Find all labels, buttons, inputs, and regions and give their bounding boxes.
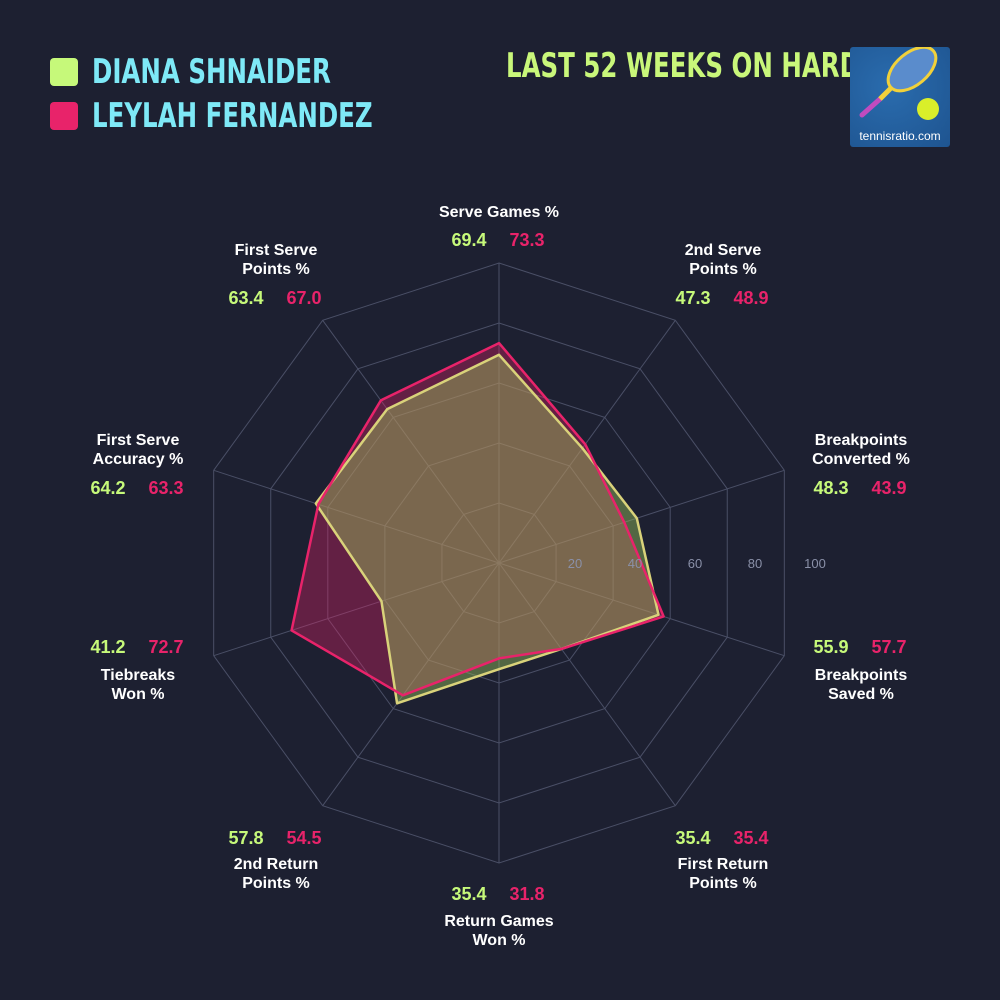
axis-label: 2nd Serve — [685, 242, 762, 259]
axis-label: Saved % — [828, 686, 894, 703]
legend-swatch-shnaider — [50, 58, 78, 86]
value-label-fernandez: 73.3 — [509, 230, 544, 250]
grid-spoke — [498, 469, 785, 564]
value-label-fernandez: 35.4 — [733, 828, 768, 848]
axis-label: Tiebreaks — [101, 667, 176, 684]
value-label-fernandez: 31.8 — [509, 884, 544, 904]
tick-label: 40 — [628, 556, 642, 571]
series-area-fernandez — [291, 343, 664, 696]
series-line-fernandez — [290, 341, 665, 697]
series-line-shnaider — [314, 353, 660, 705]
axis-label: Points % — [689, 875, 757, 892]
value-label-fernandez: 63.3 — [148, 478, 183, 498]
legend: DIANA SHNAIDER LEYLAH FERNANDEZ — [50, 50, 482, 138]
tick-label: 20 — [568, 556, 582, 571]
grid-spoke — [322, 320, 500, 564]
axis-label: Accuracy % — [93, 451, 184, 468]
value-label-shnaider: 63.4 — [228, 288, 263, 308]
tick-label: 60 — [688, 556, 702, 571]
value-label-shnaider: 35.4 — [675, 828, 710, 848]
tennisratio-logo: tennisratio.com — [850, 47, 950, 147]
grid-spoke — [213, 562, 500, 657]
value-label-shnaider: 47.3 — [675, 288, 710, 308]
axis-label: Serve Games % — [439, 204, 559, 221]
axis-label: First Serve — [97, 432, 180, 449]
value-label-shnaider: 64.2 — [90, 478, 125, 498]
value-label-shnaider: 48.3 — [813, 478, 848, 498]
value-label-shnaider: 69.4 — [451, 230, 486, 250]
value-label-fernandez: 72.7 — [148, 637, 183, 657]
grid-spoke — [498, 320, 676, 564]
axis-label: Return Games — [444, 913, 553, 930]
axis-label: Points % — [242, 875, 310, 892]
legend-item-shnaider: DIANA SHNAIDER — [50, 50, 482, 94]
axis-label: First Serve — [235, 242, 318, 259]
value-label-shnaider: 35.4 — [451, 884, 486, 904]
axis-label: Points % — [242, 261, 310, 278]
value-label-fernandez: 57.7 — [871, 637, 906, 657]
player-name-shnaider: DIANA SHNAIDER — [92, 52, 331, 92]
axis-label: Won % — [472, 932, 525, 949]
series-area-shnaider — [315, 354, 659, 704]
player-name-fernandez: LEYLAH FERNANDEZ — [92, 96, 373, 136]
axis-label: Converted % — [812, 451, 910, 468]
value-label-shnaider: 57.8 — [228, 828, 263, 848]
grid-spoke — [498, 562, 676, 806]
value-label-fernandez: 54.5 — [286, 828, 321, 848]
racket-ball-icon — [859, 47, 939, 120]
value-label-shnaider: 55.9 — [813, 637, 848, 657]
axis-label: 2nd Return — [234, 856, 318, 873]
value-label-fernandez: 48.9 — [733, 288, 768, 308]
chart-title: LAST 52 WEEKS ON HARD — [506, 46, 860, 86]
axis-label: Breakpoints — [815, 667, 908, 684]
value-label-fernandez: 43.9 — [871, 478, 906, 498]
legend-swatch-fernandez — [50, 102, 78, 130]
value-label-shnaider: 41.2 — [90, 637, 125, 657]
grid-spoke — [213, 469, 500, 564]
legend-item-fernandez: LEYLAH FERNANDEZ — [50, 94, 482, 138]
tick-label: 100 — [804, 556, 826, 571]
axis-label: First Return — [678, 856, 769, 873]
grid-spoke — [322, 562, 500, 806]
axis-label: Breakpoints — [815, 432, 908, 449]
value-label-fernandez: 67.0 — [286, 288, 321, 308]
tick-label: 80 — [748, 556, 762, 571]
axis-label: Won % — [111, 686, 164, 703]
axis-label: Points % — [689, 261, 757, 278]
grid-spoke — [498, 562, 785, 657]
